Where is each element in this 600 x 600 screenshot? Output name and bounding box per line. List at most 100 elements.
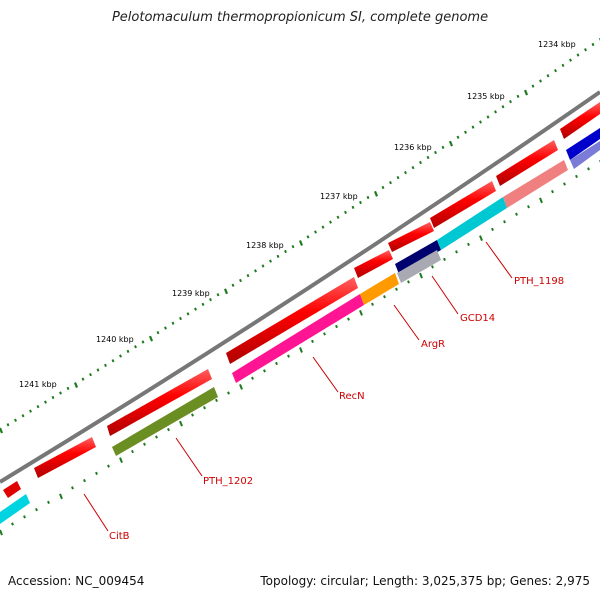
gene-label-pth1198[interactable]: PTH_1198	[514, 276, 564, 287]
scale-label: 1241 kbp	[19, 380, 57, 389]
gene-bar-argr[interactable]	[360, 273, 399, 305]
gene-bar-recn[interactable]	[232, 294, 364, 383]
gene-arrow-red[interactable]	[354, 250, 393, 278]
scale-major-tick	[223, 288, 229, 295]
gene-bar-salmon[interactable]	[503, 160, 568, 208]
inner-minor-tick	[431, 265, 434, 269]
gene-arrow-red[interactable]	[34, 437, 96, 478]
scale-minor-tick	[479, 120, 482, 124]
genome-backbone	[0, 90, 600, 484]
scale-minor-tick	[546, 74, 550, 78]
scale-minor-tick	[21, 414, 25, 418]
gene-label-citb[interactable]: CitB	[109, 531, 130, 542]
gene-label-gcd14[interactable]: GCD14	[460, 313, 495, 324]
scale-minor-tick	[351, 205, 355, 210]
scale-minor-tick	[81, 377, 85, 381]
scale-minor-tick	[239, 278, 242, 283]
scale-minor-tick	[501, 105, 505, 109]
scale-minor-tick	[584, 48, 587, 52]
inner-minor-tick	[575, 174, 578, 179]
scale-minor-tick	[186, 312, 190, 316]
scale-minor-tick	[396, 175, 400, 180]
inner-minor-tick	[407, 280, 410, 284]
scale-minor-tick	[194, 307, 197, 311]
gene-label-recn[interactable]: RecN	[339, 391, 365, 402]
gene-arrow-red[interactable]	[3, 481, 21, 498]
scale-minor-tick	[119, 354, 122, 358]
gene-arrow-red[interactable]	[560, 102, 600, 139]
inner-minor-tick	[515, 212, 518, 216]
gene-bar-lavender[interactable]	[570, 141, 600, 169]
scale-minor-tick	[411, 165, 415, 170]
scale-minor-tick	[164, 326, 167, 330]
gene-label-pth1202[interactable]: PTH_1202	[203, 476, 253, 487]
gene-arrow-red[interactable]	[496, 140, 558, 186]
inner-major-tick	[479, 235, 483, 241]
scale-labels: 1234 kbp 1235 kbp 1236 kbp 1237 kbp 1238 kbp…	[19, 40, 576, 389]
scale-minor-tick	[381, 185, 385, 190]
scale-minor-tick	[494, 110, 497, 114]
scale-minor-tick	[434, 150, 437, 155]
gene-arrow-red[interactable]	[107, 369, 212, 436]
scale-minor-tick	[321, 225, 325, 229]
inner-minor-tick	[371, 302, 374, 306]
scale-minor-tick	[284, 249, 287, 254]
inner-minor-tick	[563, 182, 566, 186]
scale-minor-tick	[6, 423, 10, 427]
inner-minor-tick	[71, 486, 74, 490]
scale-ticks	[0, 38, 600, 434]
inner-minor-tick	[287, 354, 290, 358]
scale-minor-tick	[216, 293, 220, 297]
inner-major-tick	[539, 197, 543, 204]
scale-minor-tick	[269, 259, 272, 263]
genome-summary-text: Topology: circular; Length: 3,025,375 bp…	[260, 574, 590, 588]
scale-minor-tick	[554, 68, 557, 73]
gene-bar-pth1198[interactable]	[437, 197, 507, 250]
scale-minor-tick	[576, 53, 580, 57]
inner-minor-tick	[251, 376, 254, 380]
scale-label: 1234 kbp	[538, 40, 576, 49]
scale-minor-tick	[456, 135, 460, 139]
gene-label-argr[interactable]: ArgR	[421, 339, 445, 350]
accession-text: Accession: NC_009454	[8, 574, 145, 588]
inner-major-tick	[119, 457, 123, 463]
scale-minor-tick	[591, 42, 595, 47]
gene-arrow-red[interactable]	[430, 181, 496, 228]
gene-arrow-red[interactable]	[226, 277, 358, 364]
scale-minor-tick	[59, 391, 62, 395]
scale-minor-tick	[306, 235, 310, 239]
inner-minor-tick	[587, 167, 590, 171]
scale-minor-tick	[126, 349, 130, 354]
inner-minor-tick	[227, 391, 230, 395]
scale-minor-tick	[96, 368, 100, 372]
scale-minor-tick	[344, 210, 347, 214]
inner-minor-tick	[107, 464, 110, 468]
scale-minor-tick	[291, 244, 295, 249]
gene-bar-pth1202[interactable]	[112, 387, 218, 456]
scale-minor-tick	[471, 125, 475, 129]
gene-arrow-red[interactable]	[388, 222, 434, 252]
scale-minor-tick	[419, 160, 422, 165]
scale-minor-tick	[104, 363, 107, 367]
scale-minor-tick	[336, 215, 340, 219]
inner-minor-tick	[503, 220, 506, 224]
scale-minor-tick	[486, 115, 490, 119]
scale-minor-tick	[134, 345, 137, 349]
inner-minor-tick	[395, 287, 398, 291]
inner-minor-tick	[323, 332, 326, 336]
inner-minor-tick	[95, 471, 98, 476]
scale-label: 1235 kbp	[467, 92, 505, 101]
gene-bar-blue[interactable]	[566, 128, 600, 160]
inner-major-tick	[359, 310, 363, 316]
gene-labels: PTH_1198 GCD14 ArgR RecN PTH_1202 CitB	[83, 241, 564, 542]
inner-minor-tick	[23, 515, 26, 519]
scale-label: 1238 kbp	[246, 241, 284, 250]
scale-label: 1239 kbp	[172, 289, 210, 298]
gene-bar-cyan[interactable]	[0, 494, 30, 524]
scale-minor-tick	[531, 84, 535, 88]
gene-bar-gcd14[interactable]	[397, 250, 441, 283]
scale-minor-tick	[516, 94, 520, 99]
gene-bar-navy[interactable]	[395, 240, 441, 274]
inner-major-tick	[419, 272, 423, 279]
inner-minor-tick	[47, 500, 50, 505]
